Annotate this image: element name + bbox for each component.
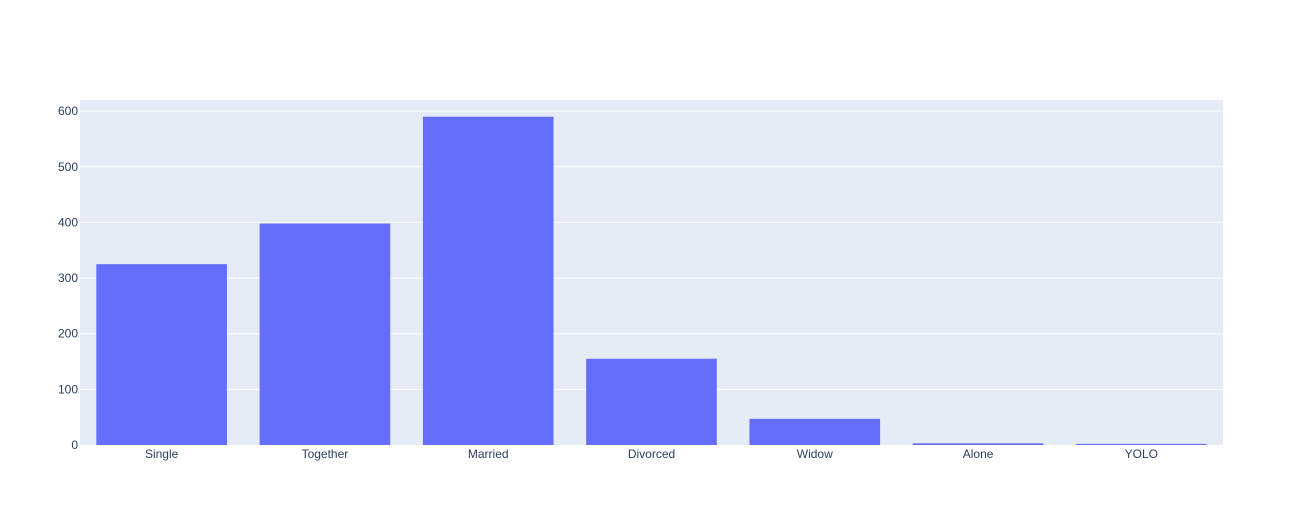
bars (96, 116, 1207, 446)
x-tick-label: Widow (797, 447, 833, 461)
y-axis-ticks: 0 100 200 300 400 500 600 (58, 104, 78, 452)
y-tick-label: 300 (58, 271, 78, 285)
x-tick-label: Married (468, 447, 509, 461)
y-tick-label: 200 (58, 327, 78, 341)
x-axis-ticks: Single Together Married Divorced Widow Alone Y… (145, 447, 1158, 461)
x-tick-label: YOLO (1125, 447, 1158, 461)
bar-alone[interactable] (912, 443, 1044, 445)
bar-widow[interactable] (749, 418, 881, 445)
bar-together[interactable] (259, 223, 391, 445)
x-tick-label: Together (302, 447, 349, 461)
y-tick-label: 400 (58, 215, 78, 229)
bar-divorced[interactable] (586, 358, 717, 445)
y-tick-label: 0 (71, 438, 78, 452)
y-tick-label: 100 (58, 382, 78, 396)
x-tick-label: Divorced (628, 447, 675, 461)
bar-married[interactable] (422, 116, 554, 446)
bar-yolo[interactable] (1076, 443, 1207, 445)
x-tick-label: Alone (963, 447, 994, 461)
y-tick-label: 600 (58, 104, 78, 118)
y-tick-label: 500 (58, 160, 78, 174)
x-tick-label: Single (145, 447, 179, 461)
bar-single[interactable] (96, 264, 227, 445)
